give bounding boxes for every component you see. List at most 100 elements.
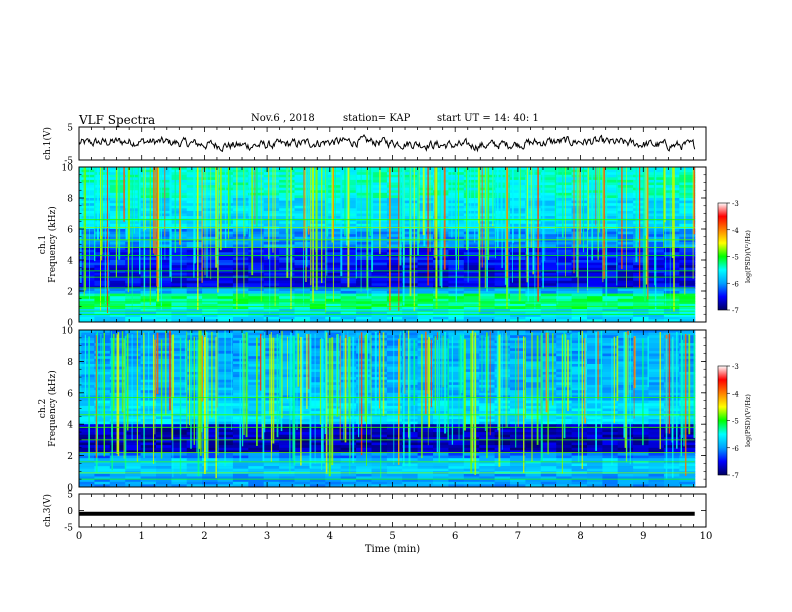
ch1-spectrogram-cell <box>186 267 203 271</box>
ch2-spectrogram-cell <box>309 371 326 375</box>
ch1-spectrogram-cell <box>463 205 480 209</box>
ch2-spectrogram-cell <box>602 419 619 422</box>
ch1-spectrogram-cell <box>587 278 603 282</box>
ch2-spectrogram-cell <box>171 458 188 462</box>
ch2-spectrogram-cell <box>79 432 95 436</box>
ch2-spectrogram-cell <box>525 455 542 459</box>
ch1-spectrogram-cell <box>494 272 511 276</box>
ch1-spectrogram-cell <box>571 301 588 305</box>
ch1-spectrogram-cell <box>525 301 542 305</box>
ch1-spectrogram-cell <box>648 179 665 183</box>
ch1-spectrogram-cell <box>217 291 234 294</box>
ch2-spectrogram-cell <box>386 408 403 412</box>
ch2-spectrogram-cell <box>356 374 373 378</box>
ch1-spectrogram-cell <box>417 239 434 243</box>
ch2-spectrogram-cell <box>663 450 680 454</box>
ch2-spectrogram-cell <box>510 458 526 462</box>
ch1-spectrogram-cell <box>571 296 588 300</box>
ch1-spectrogram-cell <box>79 247 95 251</box>
ch2-spectrogram-cell <box>279 434 296 438</box>
ch1-spectrogram-cell <box>648 247 665 251</box>
ch1-spectrogram-cell <box>248 283 265 287</box>
ch2-spectrogram-cell <box>79 348 95 352</box>
ch1-spectrogram-cell <box>463 285 480 289</box>
ch1-spectrogram-cell <box>494 311 511 315</box>
ch1-spectrogram-cell <box>156 267 172 271</box>
ch2-spectrogram-cell <box>525 426 542 430</box>
ch1-spectrogram-cell <box>556 231 573 235</box>
ch2-spectrogram-cell <box>325 434 342 438</box>
ch1-spectrogram-cell <box>248 226 265 230</box>
ch1-spectrogram-cell <box>186 283 203 287</box>
ch1-spectrogram-cell <box>648 172 665 176</box>
ch2-spectrogram-cell <box>679 364 696 367</box>
ch2-spectrogram-cell <box>125 455 142 459</box>
ch2-spectrogram-cell <box>633 408 650 412</box>
ch1-spectrogram-cell <box>109 267 126 271</box>
ch2-spectrogram-cell <box>171 408 188 412</box>
ch1-spectrogram-cell <box>433 309 449 313</box>
ch2-spectrogram-cell <box>448 337 465 341</box>
ch1-spectrogram-cell <box>356 270 373 274</box>
ch1-spectrogram-cell <box>79 278 95 282</box>
ch2-spectrogram-cell <box>448 434 465 438</box>
ch1-spectrogram-cell <box>463 244 480 248</box>
ch2-spectrogram-cell <box>309 437 326 441</box>
ch2-spectrogram-cell <box>602 455 619 459</box>
ch2-spectrogram-cell <box>448 332 465 336</box>
ch1-spectrogram-cell <box>263 249 280 253</box>
ch2-spectrogram-cell <box>171 369 188 373</box>
ch1-spectrogram-cell <box>571 311 588 315</box>
ch2-spectrogram-cell <box>510 437 526 441</box>
ch1-spectrogram-cell <box>356 249 373 253</box>
ch1-spectrogram-cell <box>125 172 142 176</box>
ch1-spectrogram-cell <box>140 205 157 209</box>
ch1-spectrogram-cell <box>510 260 526 263</box>
ch1-spectrogram-cell <box>633 244 650 248</box>
ch2-spectrogram-cell <box>602 453 619 456</box>
ch1-spectrogram-cell <box>294 239 311 243</box>
ch1-spectrogram-cell <box>294 306 311 310</box>
ch1-spectrogram-cell <box>356 236 373 240</box>
ch1-spectrogram-cell <box>156 257 172 261</box>
ch2-spectrogram-cell <box>202 350 219 354</box>
ch1-spectrogram-cell <box>540 319 557 323</box>
ch1-spectrogram-cell <box>156 239 172 243</box>
ch2-spectrogram-cell <box>202 356 219 360</box>
ch2-spectrogram-cell <box>325 445 342 449</box>
ch1-spectrogram-cell <box>648 177 665 181</box>
ch2-spectrogram-cell <box>309 330 326 333</box>
ch1-spectrogram-cell <box>617 244 634 248</box>
ch1-spectrogram-cell <box>463 265 480 269</box>
ch1-spectrogram-cell <box>602 179 619 183</box>
ch2-spectrogram-cell <box>525 437 542 441</box>
ch1-spectrogram-cell <box>648 231 665 235</box>
ch1-spectrogram-cell <box>540 303 557 307</box>
ch1-spectrogram-cell <box>679 172 696 176</box>
ch1-spectrogram-cell <box>386 298 403 302</box>
ch1-spectrogram-cell <box>571 260 588 263</box>
ch2-spectrogram-cell <box>448 424 465 428</box>
ch1-spectrogram-cell <box>340 319 357 323</box>
ch1-spectrogram-cell <box>556 309 573 313</box>
ch1-spectrogram-cell <box>294 174 311 178</box>
ch2-spectrogram-cell <box>587 400 603 404</box>
ch2-spectrogram-cell <box>510 445 526 449</box>
ch1-spectrogram-cell <box>648 221 665 225</box>
ch2-spectrogram-cell <box>648 384 665 388</box>
ch1-spectrogram-cell <box>617 257 634 261</box>
ch1-spectrogram-cell <box>309 296 326 300</box>
ch1-spectrogram-cell <box>463 229 480 232</box>
ch2-spectrogram-cell <box>386 332 403 336</box>
ch2-spectrogram-cell <box>371 447 388 451</box>
ch1-spectrogram-cell <box>156 298 172 302</box>
ch1-spectrogram-cell <box>294 216 311 220</box>
ch2-spectrogram-cell <box>202 343 219 347</box>
ch1-spectrogram-cell <box>140 270 157 274</box>
ch2-spectrogram-cell <box>309 348 326 352</box>
ch2-spectrogram-cell <box>633 371 650 375</box>
ch1-spectrogram-cell <box>248 298 265 302</box>
ch2-spectrogram-cell <box>494 445 511 449</box>
ch1-spectrogram-cell <box>648 270 665 274</box>
ch2-spectrogram-cell <box>663 442 680 446</box>
